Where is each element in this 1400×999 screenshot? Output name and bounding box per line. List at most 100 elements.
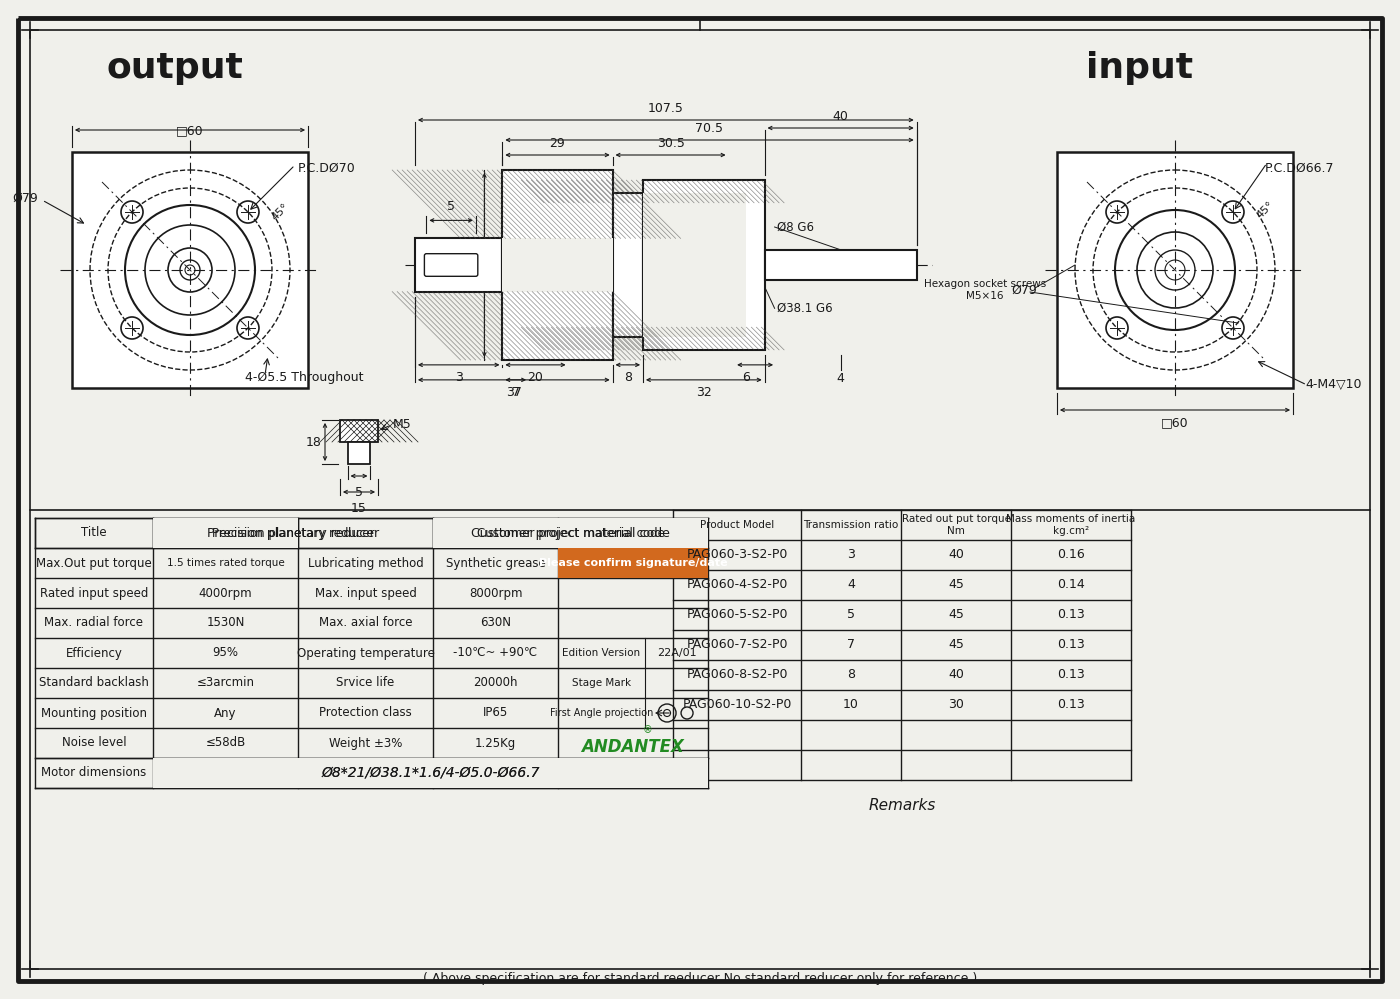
Text: 6: 6 — [742, 371, 750, 384]
Text: PAG060-10-S2-P0: PAG060-10-S2-P0 — [682, 698, 791, 711]
Text: Precision planetary reducer: Precision planetary reducer — [207, 526, 379, 539]
Text: Hexagon socket screws
M5×16: Hexagon socket screws M5×16 — [924, 279, 1046, 301]
Text: 40: 40 — [948, 548, 965, 561]
Text: Srvice life: Srvice life — [336, 676, 395, 689]
Text: 107.5: 107.5 — [648, 102, 683, 115]
Text: 45: 45 — [948, 638, 965, 651]
Text: Lubricating method: Lubricating method — [308, 556, 423, 569]
Text: 30.5: 30.5 — [657, 137, 685, 150]
Text: Ø50 g6: Ø50 g6 — [482, 244, 494, 287]
Text: 4000rpm: 4000rpm — [199, 586, 252, 599]
Text: 0.13: 0.13 — [1057, 668, 1085, 681]
Text: Ø8*21/Ø38.1*1.6/4-Ø5.0-Ø66.7: Ø8*21/Ø38.1*1.6/4-Ø5.0-Ø66.7 — [321, 766, 540, 780]
Text: 3: 3 — [455, 371, 462, 384]
Text: 20: 20 — [528, 371, 543, 384]
Text: PAG060-5-S2-P0: PAG060-5-S2-P0 — [686, 608, 788, 621]
Text: 4: 4 — [847, 578, 855, 591]
Text: Precision planetary reducer: Precision planetary reducer — [211, 526, 374, 539]
Text: 45°: 45° — [1254, 200, 1275, 221]
Text: input: input — [1086, 51, 1194, 85]
Text: Motor dimensions: Motor dimensions — [42, 766, 147, 779]
Text: 70.5: 70.5 — [696, 122, 724, 135]
Text: Protection class: Protection class — [319, 706, 412, 719]
Text: 40: 40 — [948, 668, 965, 681]
Bar — [559, 548, 708, 578]
Text: Product Model: Product Model — [700, 520, 774, 530]
Text: 0.13: 0.13 — [1057, 698, 1085, 711]
Text: Noise level: Noise level — [62, 736, 126, 749]
Bar — [340, 420, 378, 442]
Text: 4-M4▽10: 4-M4▽10 — [1305, 379, 1361, 392]
Bar — [643, 193, 746, 338]
Text: ANDANTEX: ANDANTEX — [581, 738, 685, 756]
Text: 0.16: 0.16 — [1057, 548, 1085, 561]
Text: Ø8 G6: Ø8 G6 — [777, 221, 813, 234]
Text: 29: 29 — [550, 137, 566, 150]
Text: 22A/01: 22A/01 — [657, 648, 696, 658]
Text: Customer project material code: Customer project material code — [470, 526, 671, 539]
Text: Operating temperature: Operating temperature — [297, 646, 434, 659]
Text: Customer project material code: Customer project material code — [476, 526, 665, 539]
Bar — [503, 170, 613, 360]
Bar — [503, 239, 613, 292]
Text: 37: 37 — [505, 386, 522, 399]
Text: 1.25Kg: 1.25Kg — [475, 736, 517, 749]
Text: 8000rpm: 8000rpm — [469, 586, 522, 599]
Text: Edition Version: Edition Version — [563, 648, 641, 658]
Text: Please confirm signature/date: Please confirm signature/date — [539, 558, 728, 568]
Bar — [613, 193, 643, 338]
Text: Rated input speed: Rated input speed — [39, 586, 148, 599]
Text: M5: M5 — [393, 419, 412, 432]
Text: 8: 8 — [847, 668, 855, 681]
Text: P.C.DØ70: P.C.DØ70 — [298, 162, 356, 175]
Text: 0.14: 0.14 — [1057, 578, 1085, 591]
Text: 45: 45 — [948, 608, 965, 621]
Text: 4: 4 — [837, 372, 844, 385]
Text: P.C.DØ66.7: P.C.DØ66.7 — [1266, 162, 1334, 175]
Text: Standard backlash: Standard backlash — [39, 676, 148, 689]
Text: 0.13: 0.13 — [1057, 608, 1085, 621]
Text: 7: 7 — [511, 386, 519, 399]
Text: ®: ® — [643, 725, 652, 735]
Text: Ø14 h6: Ø14 h6 — [528, 294, 566, 304]
Text: 7: 7 — [847, 638, 855, 651]
Text: PAG060-7-S2-P0: PAG060-7-S2-P0 — [686, 638, 788, 651]
Text: 18: 18 — [307, 436, 322, 449]
Text: Transmission ratio: Transmission ratio — [804, 520, 899, 530]
Text: 45: 45 — [948, 578, 965, 591]
Text: 32: 32 — [696, 386, 711, 399]
Text: 10: 10 — [843, 698, 860, 711]
Text: Ø79: Ø79 — [13, 192, 38, 205]
Bar — [153, 518, 298, 548]
Text: Max. input speed: Max. input speed — [315, 586, 416, 599]
Text: ≤58dB: ≤58dB — [206, 736, 245, 749]
Text: 1.5 times rated torque: 1.5 times rated torque — [167, 558, 284, 568]
Text: output: output — [106, 51, 244, 85]
Text: 5: 5 — [847, 608, 855, 621]
Text: Ø8*21/Ø38.1*1.6/4-Ø5.0-Ø66.7: Ø8*21/Ø38.1*1.6/4-Ø5.0-Ø66.7 — [321, 766, 540, 780]
Text: ( Above specification are for standard reeducer,No standard reducer only for ref: ( Above specification are for standard r… — [423, 972, 977, 985]
Text: 95%: 95% — [213, 646, 238, 659]
Bar — [1057, 152, 1294, 388]
Bar — [414, 239, 503, 292]
Text: 4-Ø5.5 Throughout: 4-Ø5.5 Throughout — [245, 372, 364, 385]
Text: Rated out put torque
Nm: Rated out put torque Nm — [902, 514, 1011, 535]
Text: Synthetic grease: Synthetic grease — [445, 556, 546, 569]
Text: 1530N: 1530N — [206, 616, 245, 629]
Text: Title: Title — [81, 526, 106, 539]
Text: Remarks: Remarks — [868, 798, 935, 813]
Bar — [71, 152, 308, 388]
Text: 40: 40 — [833, 110, 848, 123]
Text: 5: 5 — [356, 486, 363, 499]
Text: 30: 30 — [948, 698, 965, 711]
Text: -10℃~ +90℃: -10℃~ +90℃ — [454, 646, 538, 659]
Text: Ø79: Ø79 — [1011, 284, 1037, 297]
Text: 0.13: 0.13 — [1057, 638, 1085, 651]
Text: PAG060-3-S2-P0: PAG060-3-S2-P0 — [686, 548, 788, 561]
Bar — [347, 442, 371, 464]
Text: □60: □60 — [176, 124, 204, 137]
Text: Mounting position: Mounting position — [41, 706, 147, 719]
Bar — [433, 518, 708, 548]
Text: PAG060-4-S2-P0: PAG060-4-S2-P0 — [686, 578, 788, 591]
Text: 15: 15 — [351, 502, 367, 515]
